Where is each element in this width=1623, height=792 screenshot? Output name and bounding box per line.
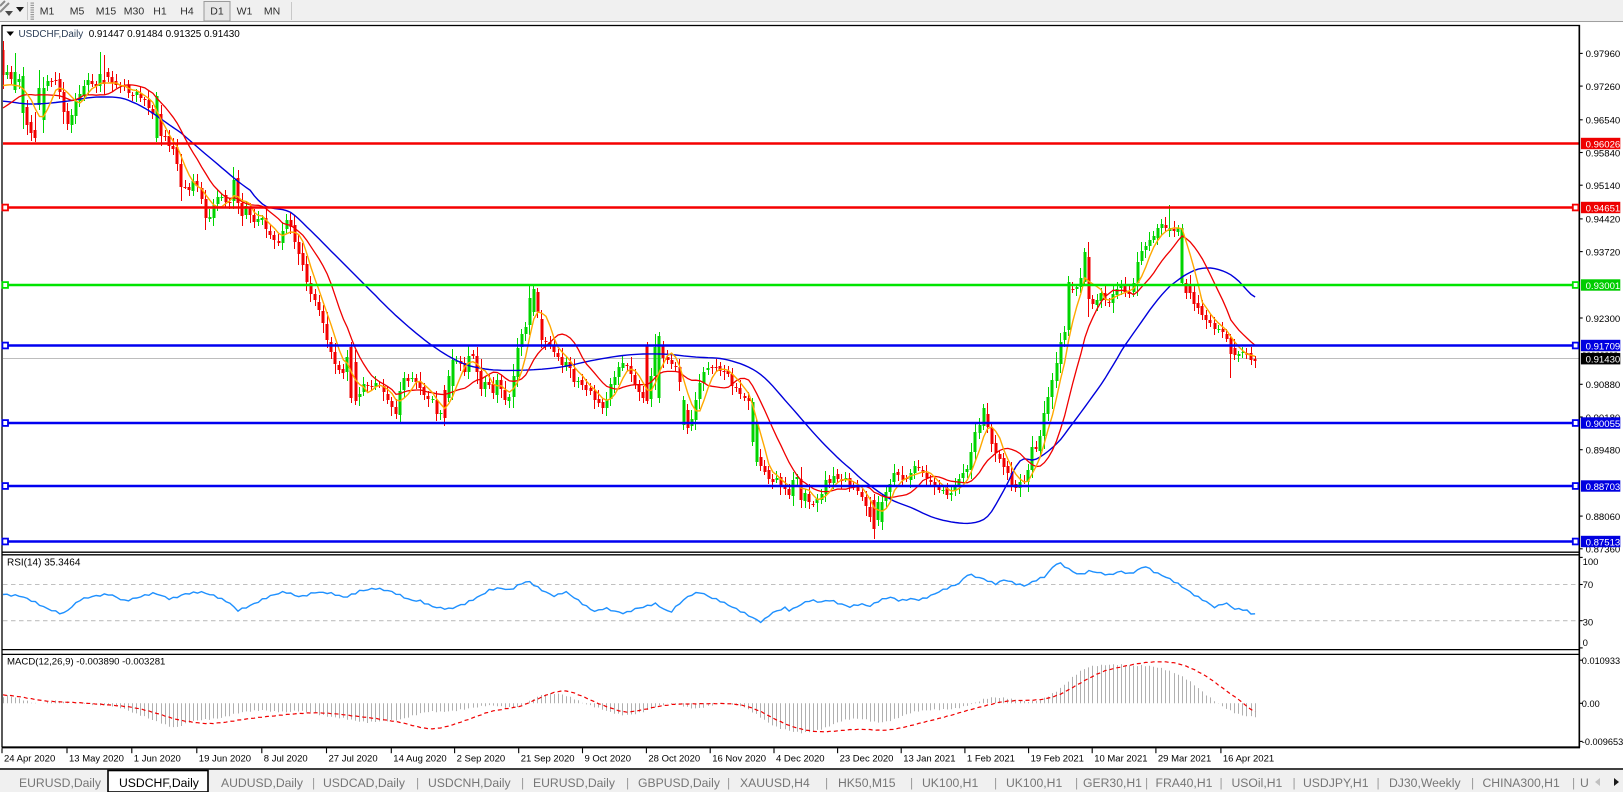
svg-text:21 Sep 2020: 21 Sep 2020 bbox=[521, 754, 575, 765]
svg-text:|: | bbox=[1075, 776, 1078, 790]
svg-text:|: | bbox=[1145, 776, 1148, 790]
svg-text:U: U bbox=[1580, 776, 1589, 790]
svg-text:EURUSD,Daily: EURUSD,Daily bbox=[533, 776, 616, 790]
svg-text:2 Sep 2020: 2 Sep 2020 bbox=[457, 754, 506, 765]
svg-text:4 Dec 2020: 4 Dec 2020 bbox=[776, 754, 825, 765]
svg-text:|: | bbox=[312, 776, 315, 790]
svg-text:W1: W1 bbox=[237, 6, 253, 18]
svg-text:8 Jul 2020: 8 Jul 2020 bbox=[264, 754, 308, 765]
svg-text:1 Jun 2020: 1 Jun 2020 bbox=[134, 754, 181, 765]
svg-text:|: | bbox=[727, 776, 730, 790]
svg-text:HK50,M15: HK50,M15 bbox=[838, 776, 896, 790]
svg-text:9 Oct 2020: 9 Oct 2020 bbox=[585, 754, 631, 765]
svg-text:0.91430: 0.91430 bbox=[1586, 355, 1621, 366]
svg-text:USOil,H1: USOil,H1 bbox=[1232, 776, 1283, 790]
svg-text:0.94651: 0.94651 bbox=[1586, 203, 1621, 214]
svg-text:|: | bbox=[1471, 776, 1474, 790]
svg-text:0.96026: 0.96026 bbox=[1586, 139, 1621, 150]
svg-text:29 Mar 2021: 29 Mar 2021 bbox=[1158, 754, 1211, 765]
svg-text:XAUUSD,H4: XAUUSD,H4 bbox=[740, 776, 810, 790]
svg-text:GBPUSD,Daily: GBPUSD,Daily bbox=[638, 776, 721, 790]
svg-text:0.92300: 0.92300 bbox=[1586, 314, 1621, 325]
svg-text:19 Feb 2021: 19 Feb 2021 bbox=[1031, 754, 1084, 765]
svg-text:0.87513: 0.87513 bbox=[1586, 537, 1621, 548]
svg-text:MACD(12,26,9) -0.003890 -0.003: MACD(12,26,9) -0.003890 -0.003281 bbox=[7, 657, 165, 668]
svg-text:AUDUSD,Daily: AUDUSD,Daily bbox=[221, 776, 304, 790]
svg-text:0.010933: 0.010933 bbox=[1582, 656, 1620, 666]
svg-text:USDCHF,Daily: USDCHF,Daily bbox=[119, 776, 200, 790]
svg-text:USDCHF,Daily: USDCHF,Daily bbox=[19, 29, 84, 40]
svg-text:0.95140: 0.95140 bbox=[1586, 181, 1621, 192]
svg-text:M15: M15 bbox=[96, 6, 117, 18]
svg-text:D1: D1 bbox=[210, 6, 224, 18]
svg-text:USDJPY,H1: USDJPY,H1 bbox=[1303, 776, 1369, 790]
svg-text:|: | bbox=[825, 776, 828, 790]
svg-text:13 May 2020: 13 May 2020 bbox=[69, 754, 124, 765]
svg-text:0.90055: 0.90055 bbox=[1586, 419, 1621, 430]
svg-text:USDCNH,Daily: USDCNH,Daily bbox=[428, 776, 512, 790]
svg-text:|: | bbox=[1220, 776, 1223, 790]
svg-text:19 Jun 2020: 19 Jun 2020 bbox=[199, 754, 251, 765]
svg-text:M5: M5 bbox=[70, 6, 85, 18]
svg-text:RSI(14) 35.3464: RSI(14) 35.3464 bbox=[7, 558, 81, 569]
svg-text:0.90880: 0.90880 bbox=[1586, 380, 1621, 391]
svg-text:|: | bbox=[994, 776, 997, 790]
svg-text:0.91447 0.91484 0.91325 0.9143: 0.91447 0.91484 0.91325 0.91430 bbox=[89, 29, 241, 40]
svg-text:23 Dec 2020: 23 Dec 2020 bbox=[840, 754, 894, 765]
svg-text:H4: H4 bbox=[180, 6, 194, 18]
svg-text:H1: H1 bbox=[153, 6, 167, 18]
svg-text:CHINA300,H1: CHINA300,H1 bbox=[1483, 776, 1560, 790]
svg-text:0.87360: 0.87360 bbox=[1586, 545, 1621, 556]
svg-text:UK100,H1: UK100,H1 bbox=[922, 776, 978, 790]
svg-text:|: | bbox=[910, 776, 913, 790]
svg-text:M30: M30 bbox=[124, 6, 145, 18]
svg-text:FRA40,H1: FRA40,H1 bbox=[1156, 776, 1213, 790]
svg-text:|: | bbox=[1377, 776, 1380, 790]
svg-text:0.88703: 0.88703 bbox=[1586, 482, 1621, 493]
svg-text:|: | bbox=[416, 776, 419, 790]
svg-text:EURUSD,Daily: EURUSD,Daily bbox=[19, 776, 102, 790]
svg-text:16 Nov 2020: 16 Nov 2020 bbox=[712, 754, 766, 765]
svg-text:0.94420: 0.94420 bbox=[1586, 215, 1621, 226]
svg-text:M1: M1 bbox=[40, 6, 55, 18]
svg-text:0.88060: 0.88060 bbox=[1586, 512, 1621, 523]
svg-text:0.96540: 0.96540 bbox=[1586, 116, 1621, 127]
svg-text:0.00: 0.00 bbox=[1582, 699, 1600, 709]
svg-text:-0.009653: -0.009653 bbox=[1582, 737, 1623, 747]
svg-text:14 Aug 2020: 14 Aug 2020 bbox=[393, 754, 446, 765]
svg-text:10 Mar 2021: 10 Mar 2021 bbox=[1094, 754, 1147, 765]
svg-text:USDCAD,Daily: USDCAD,Daily bbox=[323, 776, 406, 790]
svg-text:0.95840: 0.95840 bbox=[1586, 148, 1621, 159]
svg-text:|: | bbox=[521, 776, 524, 790]
svg-text:27 Jul 2020: 27 Jul 2020 bbox=[329, 754, 378, 765]
svg-text:0.97960: 0.97960 bbox=[1586, 49, 1621, 60]
svg-text:1 Feb 2021: 1 Feb 2021 bbox=[967, 754, 1015, 765]
svg-text:UK100,H1: UK100,H1 bbox=[1006, 776, 1062, 790]
svg-text:GER30,H1: GER30,H1 bbox=[1083, 776, 1142, 790]
svg-text:16 Apr 2021: 16 Apr 2021 bbox=[1223, 754, 1274, 765]
svg-text:0.93720: 0.93720 bbox=[1586, 247, 1621, 258]
svg-text:0.91709: 0.91709 bbox=[1586, 341, 1621, 352]
svg-text:0.93001: 0.93001 bbox=[1586, 281, 1621, 292]
svg-text:0.89480: 0.89480 bbox=[1586, 446, 1621, 457]
svg-text:|: | bbox=[626, 776, 629, 790]
svg-text:DJ30,Weekly: DJ30,Weekly bbox=[1389, 776, 1461, 790]
svg-text:28 Oct 2020: 28 Oct 2020 bbox=[648, 754, 700, 765]
svg-text:13 Jan 2021: 13 Jan 2021 bbox=[903, 754, 955, 765]
svg-text:24 Apr 2020: 24 Apr 2020 bbox=[4, 754, 55, 765]
svg-text:|: | bbox=[1572, 776, 1575, 790]
svg-text:0.97260: 0.97260 bbox=[1586, 82, 1621, 93]
svg-text:|: | bbox=[1293, 776, 1296, 790]
svg-text:0: 0 bbox=[1583, 638, 1588, 649]
svg-text:MN: MN bbox=[264, 6, 280, 18]
svg-text:70: 70 bbox=[1583, 580, 1594, 591]
svg-text:100: 100 bbox=[1583, 557, 1599, 568]
svg-text:30: 30 bbox=[1583, 618, 1594, 629]
